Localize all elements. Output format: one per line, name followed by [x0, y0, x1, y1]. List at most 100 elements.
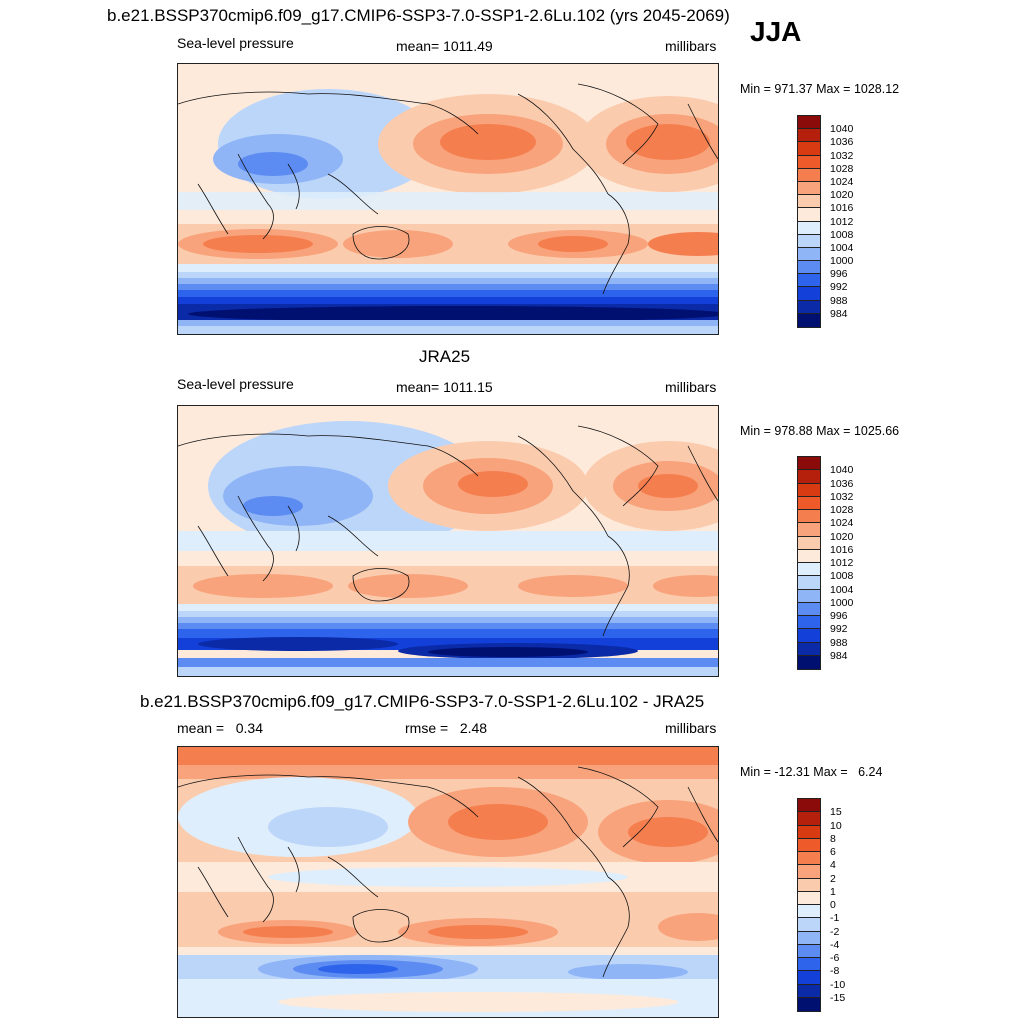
colorbar-label: 1036 — [830, 136, 854, 149]
panel3-title: b.e21.BSSP370cmip6.f09_g17.CMIP6-SSP3-7.… — [140, 692, 705, 711]
colorbar-box — [798, 852, 820, 866]
season-label: JJA — [750, 16, 802, 47]
colorbar-box — [798, 616, 820, 630]
colorbar-box — [798, 510, 820, 524]
panel2-map — [177, 405, 719, 677]
colorbar-label: 1028 — [830, 162, 854, 175]
colorbar-box — [798, 483, 820, 497]
panel2-minmax: Min = 978.88 Max = 1025.66 — [740, 424, 900, 438]
colorbar-box — [798, 838, 820, 852]
colorbar-label: 1040 — [830, 123, 854, 136]
colorbar-box — [798, 195, 820, 209]
colorbar-label: 988 — [830, 636, 848, 649]
colorbar-label: -6 — [830, 952, 840, 964]
colorbar-label: 1012 — [830, 215, 854, 228]
colorbar-box — [798, 116, 820, 130]
colorbar-box — [798, 812, 820, 826]
panel1-units-label: millibars — [665, 38, 717, 54]
panel3-colorbar — [797, 798, 821, 1012]
colorbar-label: 996 — [830, 268, 848, 281]
colorbar-label: 1008 — [830, 570, 854, 583]
colorbar-label: 10 — [830, 819, 842, 832]
colorbar-box — [798, 168, 820, 182]
colorbar-label: 1004 — [830, 241, 854, 254]
panel3-mean-label: mean = 0.34 — [177, 720, 264, 736]
colorbar-box — [798, 825, 820, 839]
colorbar-label: -15 — [830, 991, 846, 1004]
colorbar-box — [798, 865, 820, 879]
colorbar-label: 984 — [830, 307, 848, 320]
colorbar-box — [798, 536, 820, 550]
colorbar-label: -1 — [830, 912, 840, 925]
colorbar-label: 6 — [830, 846, 836, 858]
panel2-units-label: millibars — [665, 379, 717, 395]
colorbar-box — [798, 891, 820, 905]
colorbar-label: 1024 — [830, 517, 854, 530]
colorbar-box — [798, 655, 820, 669]
panel1-minmax: Min = 971.37 Max = 1028.12 — [740, 82, 900, 96]
colorbar-box — [798, 261, 820, 275]
panel1-colorbar — [797, 115, 821, 328]
colorbar-box — [798, 563, 820, 577]
colorbar-label: 992 — [830, 623, 848, 636]
colorbar-box — [798, 931, 820, 945]
colorbar-label: 15 — [830, 806, 842, 819]
colorbar-box — [798, 944, 820, 958]
panel3-units-label: millibars — [665, 720, 717, 736]
colorbar-box — [798, 799, 820, 813]
colorbar-label: -4 — [830, 938, 840, 951]
colorbar-box — [798, 470, 820, 484]
panel2-left-label: Sea-level pressure — [177, 376, 294, 392]
colorbar-box — [798, 549, 820, 563]
panel1-title: b.e21.BSSP370cmip6.f09_g17.CMIP6-SSP3-7.… — [107, 6, 730, 25]
panel2-colorbar — [797, 456, 821, 670]
colorbar-box — [798, 221, 820, 235]
panel2-mean-label: mean= 1011.15 — [396, 379, 493, 395]
colorbar-label: 988 — [830, 294, 848, 307]
colorbar-box — [798, 642, 820, 656]
colorbar-label: -8 — [830, 965, 840, 978]
colorbar-label: 1016 — [830, 543, 854, 556]
colorbar-label: -10 — [830, 978, 846, 991]
colorbar-box — [798, 234, 820, 248]
colorbar-label: 992 — [830, 281, 848, 294]
colorbar-label: 1028 — [830, 504, 854, 516]
colorbar-label: 1 — [830, 885, 836, 898]
colorbar-box — [798, 878, 820, 892]
panel3-rmse-label: rmse = 2.48 — [405, 720, 488, 736]
panel3-map — [177, 746, 719, 1018]
colorbar-box — [798, 602, 820, 616]
colorbar-box — [798, 181, 820, 196]
colorbar-label: 1000 — [830, 596, 854, 609]
colorbar-box — [798, 589, 820, 603]
colorbar-label: 1004 — [830, 583, 854, 596]
colorbar-box — [798, 984, 820, 998]
panel2-title: JRA25 — [419, 347, 471, 366]
colorbar-label: 1020 — [830, 189, 854, 202]
colorbar-label: 1012 — [830, 557, 854, 569]
colorbar-box — [798, 918, 820, 932]
colorbar-label: 1000 — [830, 255, 854, 268]
panel1-map — [177, 63, 719, 335]
colorbar-label: 8 — [830, 832, 836, 845]
colorbar-box — [798, 208, 820, 222]
colorbar-label: 4 — [830, 859, 836, 872]
panel1-mean-label: mean= 1011.49 — [396, 38, 493, 54]
colorbar-label: 0 — [830, 899, 836, 911]
colorbar-label: 996 — [830, 610, 848, 622]
colorbar-box — [798, 971, 820, 985]
colorbar-box — [798, 313, 820, 327]
colorbar-label: 1024 — [830, 175, 854, 188]
colorbar-box — [798, 576, 820, 590]
colorbar-label: 1040 — [830, 464, 854, 477]
colorbar-label: 1020 — [830, 530, 854, 543]
colorbar-box — [798, 629, 820, 643]
colorbar-box — [798, 129, 820, 143]
colorbar-box — [798, 300, 820, 314]
colorbar-label: -2 — [830, 925, 840, 938]
colorbar-label: 1032 — [830, 149, 854, 162]
colorbar-box — [798, 287, 820, 301]
colorbar-box — [798, 274, 820, 288]
colorbar-label: 1016 — [830, 202, 854, 215]
panel1-left-label: Sea-level pressure — [177, 35, 294, 51]
